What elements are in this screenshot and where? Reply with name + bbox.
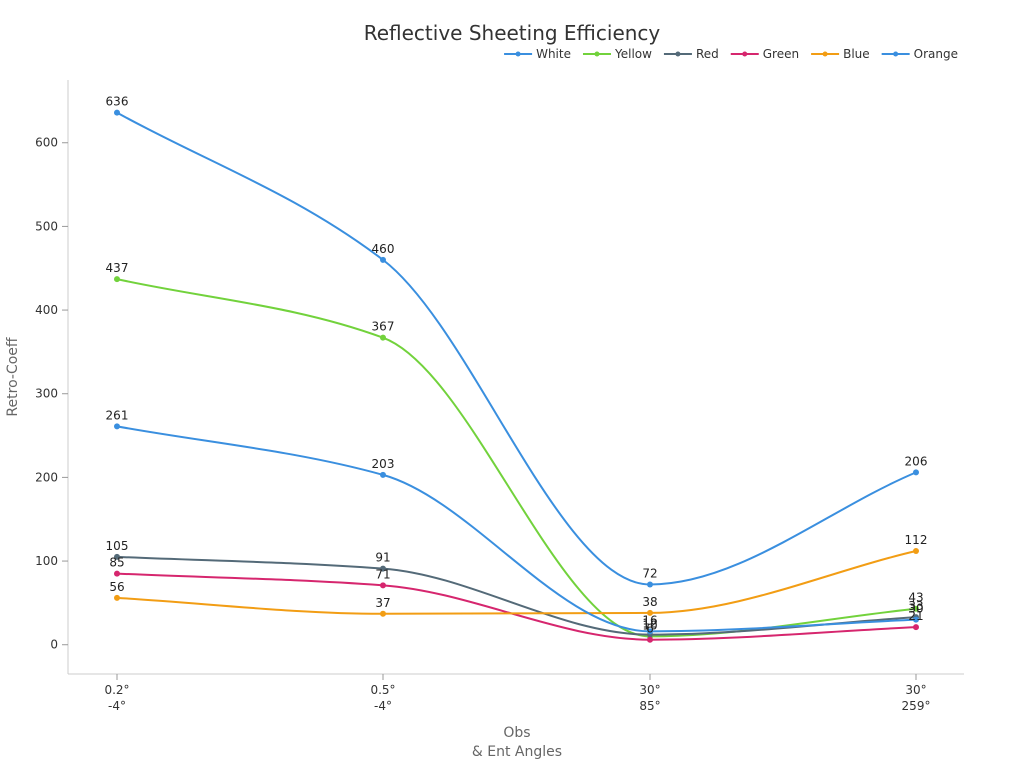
data-label-orange: 203	[372, 457, 395, 471]
y-tick-label: 300	[35, 387, 58, 401]
data-point-green	[647, 636, 653, 643]
data-label-yellow: 10	[642, 618, 657, 632]
data-label-yellow: 437	[106, 261, 129, 275]
legend-swatch-marker	[822, 51, 828, 57]
data-label-blue: 37	[375, 596, 390, 610]
x-tick-label-line-2: 259°	[902, 699, 931, 713]
legend-swatch-marker	[893, 51, 899, 57]
x-tick-label-line-2: -4°	[374, 699, 392, 713]
data-point-green	[913, 624, 919, 631]
data-point-blue	[913, 548, 919, 555]
y-tick-label: 200	[35, 470, 58, 484]
data-point-red	[380, 565, 386, 572]
x-tick-label-line-1: 30°	[905, 683, 926, 697]
data-label-white: 636	[106, 95, 129, 109]
x-tick-label-line-1: 0.5°	[370, 683, 395, 697]
data-point-white	[647, 581, 653, 588]
data-point-blue	[380, 610, 386, 617]
data-point-white	[913, 469, 919, 476]
x-tick-label-line-2: -4°	[108, 699, 126, 713]
legend-swatch-marker	[515, 51, 521, 57]
data-point-red	[114, 553, 120, 560]
data-point-orange	[647, 628, 653, 635]
data-point-blue	[114, 594, 120, 601]
data-label-white: 72	[642, 566, 657, 580]
legend-label: Blue	[843, 47, 870, 61]
data-point-yellow	[114, 276, 120, 283]
data-label-white: 460	[372, 242, 395, 256]
data-point-yellow	[380, 334, 386, 341]
data-point-orange	[913, 616, 919, 623]
legend-swatch-marker	[594, 51, 600, 57]
y-tick-label: 600	[35, 136, 58, 150]
data-point-white	[114, 109, 120, 116]
data-point-orange	[114, 423, 120, 430]
data-labels: 636 460 72 206 437 367 10 43 105 91 12 33 85 71 6 21 56 3…	[106, 95, 928, 636]
data-point-green	[114, 570, 120, 577]
series-line-white	[116, 111, 917, 586]
chart-title: Reflective Sheeting Efficiency	[364, 21, 661, 45]
series-points	[114, 109, 919, 643]
legend-label: Green	[763, 47, 799, 61]
legend-label: White	[536, 47, 571, 61]
data-label-orange: 16	[642, 613, 657, 627]
data-point-orange	[380, 471, 386, 478]
data-label-green: 6	[646, 622, 654, 636]
data-point-green	[380, 582, 386, 589]
y-tick-label: 0	[50, 638, 58, 652]
series-lines	[116, 111, 917, 641]
legend-label: Orange	[914, 47, 958, 61]
data-label-blue: 112	[905, 533, 928, 547]
x-axis-ticks: 0.2° -4° 0.5° -4° 30° 85° 30° 259°	[104, 674, 930, 713]
series-line-yellow	[116, 278, 917, 638]
data-label-blue: 38	[642, 595, 657, 609]
data-label-orange: 261	[106, 408, 129, 422]
series-line-red	[116, 555, 917, 636]
y-tick-label: 500	[35, 219, 58, 233]
legend-item-orange[interactable]: Orange	[881, 47, 958, 61]
legend-label: Red	[696, 47, 719, 61]
x-axis-label-line-2: & Ent Angles	[472, 744, 562, 760]
y-axis-ticks: 0 100 200 300 400 500 600	[35, 136, 68, 652]
x-tick-label-line-1: 30°	[639, 683, 660, 697]
data-point-yellow	[913, 605, 919, 612]
y-axis-label: Retro-Coeff	[5, 337, 21, 416]
axes	[67, 80, 964, 675]
y-tick-label: 400	[35, 303, 58, 317]
data-label-orange: 30	[908, 602, 923, 616]
data-label-red: 91	[375, 551, 390, 565]
data-label-blue: 56	[109, 580, 124, 594]
x-tick-label-line-2: 85°	[639, 699, 660, 713]
data-label-green: 85	[109, 556, 124, 570]
series-line-green	[116, 572, 917, 641]
x-tick-label-line-1: 0.2°	[104, 683, 129, 697]
legend-item-green[interactable]: Green	[730, 47, 799, 61]
data-label-red: 105	[106, 539, 129, 553]
legend-label: Yellow	[614, 47, 652, 61]
series-line-blue	[116, 550, 917, 615]
data-point-blue	[647, 609, 653, 616]
legend: White Yellow Red Green Blue Orange	[504, 47, 958, 61]
legend-item-white[interactable]: White	[504, 47, 571, 61]
legend-item-blue[interactable]: Blue	[811, 47, 870, 61]
x-axis-label-line-1: Obs	[503, 725, 530, 741]
legend-item-red[interactable]: Red	[663, 47, 719, 61]
legend-swatch-marker	[675, 51, 681, 57]
data-label-yellow: 43	[908, 591, 923, 605]
data-label-yellow: 367	[372, 320, 395, 334]
data-label-green: 71	[375, 567, 390, 581]
data-label-green: 21	[908, 609, 923, 623]
data-label-white: 206	[905, 454, 928, 468]
legend-item-yellow[interactable]: Yellow	[582, 47, 652, 61]
y-tick-label: 100	[35, 554, 58, 568]
series-line-orange	[116, 425, 917, 633]
legend-swatch-marker	[742, 51, 748, 57]
data-label-red: 33	[908, 599, 923, 613]
data-label-red: 12	[642, 617, 657, 631]
data-point-white	[380, 256, 386, 263]
